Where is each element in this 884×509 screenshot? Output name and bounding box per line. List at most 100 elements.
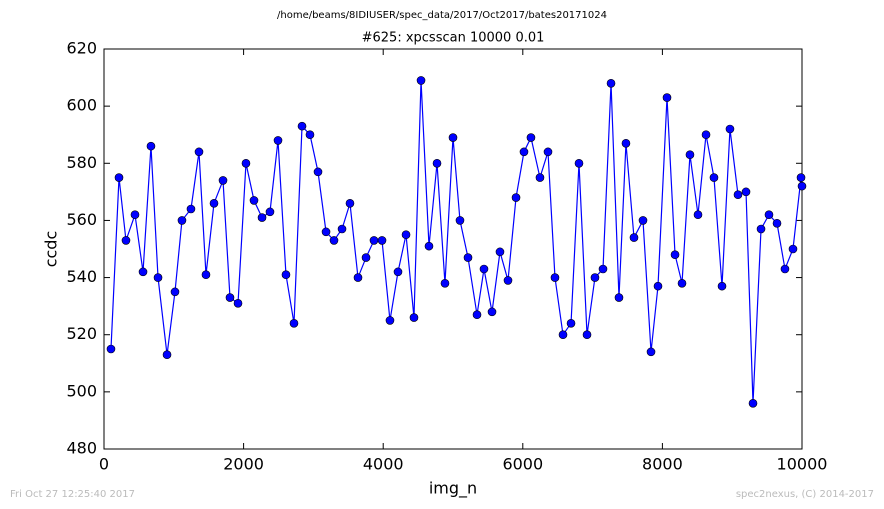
data-point bbox=[741, 187, 751, 197]
y-tick-label: 560 bbox=[66, 210, 97, 229]
data-point bbox=[225, 293, 235, 302]
data-point bbox=[209, 198, 219, 208]
data-point bbox=[273, 136, 283, 145]
data-point bbox=[519, 147, 529, 157]
data-point bbox=[543, 147, 553, 157]
data-line bbox=[110, 80, 803, 404]
x-tick-label: 6000 bbox=[502, 455, 543, 474]
footer-right: spec2nexus, (C) 2014-2017 bbox=[736, 489, 874, 500]
y-tick-label: 540 bbox=[66, 267, 97, 286]
x-tick-label: 10000 bbox=[777, 455, 828, 474]
data-point bbox=[487, 307, 497, 317]
data-point bbox=[106, 344, 116, 354]
data-point bbox=[574, 158, 584, 168]
data-point bbox=[709, 173, 719, 182]
data-point bbox=[257, 213, 267, 222]
data-point bbox=[535, 173, 545, 182]
data-point bbox=[566, 318, 576, 328]
data-point bbox=[114, 173, 124, 182]
data-point bbox=[233, 298, 243, 308]
data-point bbox=[455, 216, 465, 225]
data-point bbox=[194, 147, 204, 157]
data-point bbox=[764, 210, 774, 220]
data-point bbox=[598, 264, 608, 274]
data-point bbox=[281, 270, 291, 280]
data-point bbox=[472, 310, 482, 320]
x-axis-label: img_n bbox=[429, 479, 477, 499]
data-point bbox=[733, 190, 743, 200]
y-tick-label: 500 bbox=[66, 381, 97, 400]
data-point bbox=[401, 230, 411, 240]
data-point bbox=[313, 167, 323, 177]
data-point bbox=[756, 224, 766, 234]
data-point bbox=[146, 141, 156, 151]
y-tick-label: 620 bbox=[66, 39, 97, 58]
data-point bbox=[353, 273, 363, 282]
data-point bbox=[153, 273, 163, 282]
data-point bbox=[361, 253, 371, 262]
data-point bbox=[186, 204, 196, 214]
data-point bbox=[526, 133, 536, 142]
data-point bbox=[550, 273, 560, 282]
data-point bbox=[177, 216, 187, 225]
data-point bbox=[701, 130, 711, 140]
data-point bbox=[121, 236, 131, 245]
footer-left: Fri Oct 27 12:25:40 2017 bbox=[10, 489, 135, 500]
data-point bbox=[130, 210, 140, 220]
data-point bbox=[796, 173, 806, 182]
y-tick-label: 600 bbox=[66, 96, 97, 115]
data-point bbox=[265, 207, 275, 217]
data-point bbox=[590, 273, 600, 282]
data-point bbox=[424, 241, 434, 251]
data-point bbox=[662, 93, 672, 102]
data-point bbox=[677, 278, 687, 288]
data-point bbox=[463, 253, 473, 262]
data-point bbox=[337, 224, 347, 234]
data-point bbox=[440, 278, 450, 288]
data-point bbox=[321, 227, 331, 237]
data-point bbox=[479, 264, 489, 274]
data-point bbox=[409, 313, 419, 322]
x-tick-label: 2000 bbox=[223, 455, 264, 474]
chart-title: #625: xpcsscan 10000 0.01 bbox=[362, 31, 545, 46]
data-point bbox=[305, 130, 315, 140]
y-axis-label: ccdc bbox=[42, 231, 61, 268]
data-point bbox=[345, 198, 355, 208]
data-point bbox=[385, 316, 395, 325]
plot-frame bbox=[103, 48, 803, 450]
y-tick-label: 480 bbox=[66, 439, 97, 458]
data-point bbox=[614, 293, 624, 302]
data-point bbox=[162, 350, 172, 360]
data-point bbox=[788, 244, 798, 254]
data-point bbox=[780, 264, 790, 274]
y-tick-label: 580 bbox=[66, 153, 97, 172]
data-point bbox=[670, 250, 680, 260]
data-point bbox=[170, 287, 180, 297]
data-point bbox=[748, 398, 758, 408]
data-point bbox=[249, 196, 259, 205]
data-point bbox=[638, 216, 648, 225]
data-point bbox=[369, 236, 379, 245]
data-point bbox=[725, 124, 735, 134]
data-point bbox=[582, 330, 592, 340]
x-tick-label: 4000 bbox=[363, 455, 404, 474]
data-point bbox=[201, 270, 211, 280]
data-point bbox=[621, 138, 631, 148]
data-point bbox=[646, 347, 656, 357]
x-tick-label: 8000 bbox=[642, 455, 683, 474]
data-point bbox=[218, 176, 228, 185]
data-point bbox=[432, 158, 442, 168]
data-point bbox=[629, 233, 639, 242]
data-point bbox=[377, 236, 387, 245]
data-point bbox=[606, 78, 616, 88]
data-point bbox=[797, 181, 807, 191]
data-point bbox=[693, 210, 703, 220]
data-point bbox=[448, 133, 458, 142]
data-point bbox=[772, 218, 782, 228]
data-point bbox=[416, 76, 426, 85]
data-point bbox=[685, 150, 695, 160]
data-point bbox=[503, 276, 513, 285]
data-point bbox=[297, 121, 307, 131]
